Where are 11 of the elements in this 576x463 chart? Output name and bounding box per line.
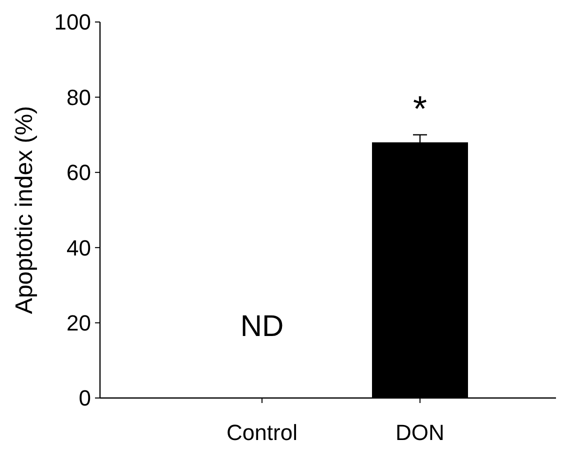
x-tick-label: Control: [226, 420, 298, 445]
y-tick-label: 100: [54, 10, 91, 35]
x-tick-label: DON: [396, 420, 444, 445]
y-tick-label: 60: [66, 160, 91, 186]
y-tick-label: 80: [66, 84, 91, 110]
annotation: *: [412, 88, 428, 129]
annotation: ND: [240, 310, 284, 343]
y-tick-label: 20: [66, 310, 91, 336]
y-axis-title: Apoptotic index (%): [11, 106, 38, 314]
y-tick-label: 0: [78, 386, 91, 411]
y-tick-label: 40: [66, 235, 91, 260]
